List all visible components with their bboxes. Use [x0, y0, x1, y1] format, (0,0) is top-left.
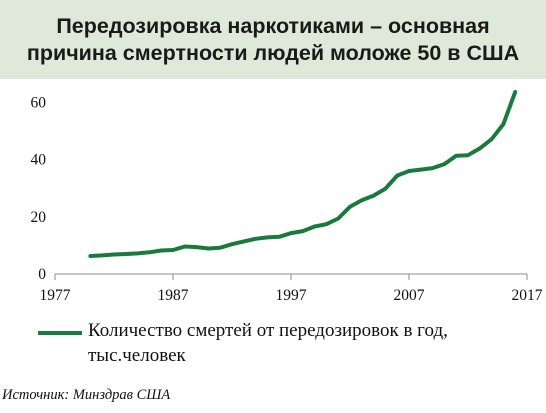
data-point	[218, 246, 222, 250]
data-point	[501, 122, 505, 126]
y-axis: 0 20 40 60	[31, 94, 47, 283]
data-point	[230, 242, 234, 246]
x-tick-label: 2017	[512, 287, 543, 304]
data-point	[301, 229, 305, 233]
data-point	[159, 248, 163, 253]
data-point	[88, 254, 92, 258]
data-point	[324, 222, 328, 226]
data-point	[336, 216, 340, 221]
series-layer	[88, 90, 518, 258]
data-point	[195, 245, 199, 249]
data-point	[124, 252, 128, 256]
x-tick-label: 1987	[158, 287, 189, 304]
data-point	[513, 90, 517, 94]
data-point	[419, 167, 423, 172]
data-point	[183, 244, 187, 249]
chart-title: Передозировка наркотиками – основная при…	[26, 13, 520, 65]
data-point	[265, 235, 269, 239]
data-point	[277, 235, 281, 239]
source-note: Источник: Минздрав США	[2, 387, 171, 403]
data-point	[171, 248, 175, 252]
data-point	[360, 198, 364, 202]
data-point	[147, 250, 151, 254]
y-tick-label: 20	[31, 209, 47, 226]
line-chart: 0 20 40 60 1977 1987 1997 2007 2017	[31, 90, 543, 304]
data-point	[254, 237, 258, 241]
y-tick-label: 40	[31, 152, 47, 169]
legend-swatch	[38, 331, 82, 335]
x-tick-label: 1977	[40, 287, 71, 304]
data-point	[112, 252, 116, 257]
data-point	[289, 231, 293, 235]
y-tick-label: 0	[38, 266, 46, 283]
x-tick-label: 1997	[276, 287, 307, 304]
x-axis: 1977 1987 1997 2007 2017	[40, 273, 543, 304]
x-tick-label: 2007	[394, 287, 425, 304]
y-tick-label: 60	[31, 94, 47, 111]
data-point	[348, 205, 352, 209]
data-point	[454, 154, 458, 158]
data-point	[466, 153, 470, 157]
data-point	[136, 251, 140, 255]
title-banner: Передозировка наркотиками – основная при…	[0, 0, 546, 79]
data-point	[478, 146, 482, 150]
data-point	[100, 253, 104, 257]
data-point	[407, 169, 411, 173]
data-point	[442, 162, 446, 166]
data-point	[395, 173, 399, 178]
data-point	[206, 246, 210, 251]
legend: Количество смертей от передозировок в го…	[38, 318, 543, 368]
legend-label: Количество смертей от передозировок в го…	[88, 320, 448, 366]
data-point	[313, 224, 317, 229]
data-point	[372, 193, 376, 198]
data-point	[383, 187, 387, 191]
data-point	[431, 166, 435, 170]
data-point	[490, 137, 494, 141]
data-point	[242, 239, 246, 243]
